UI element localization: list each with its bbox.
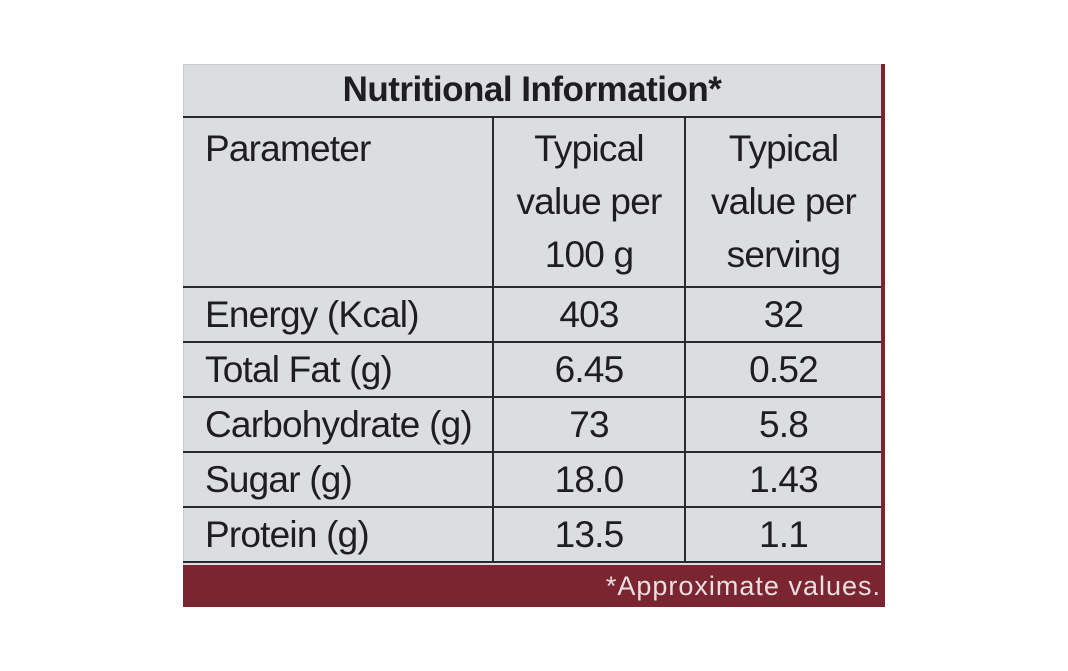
per-100g-header-line: Typical (534, 128, 644, 169)
per-100g-header: Typical value per 100 g (492, 116, 686, 288)
per-serving-cell: 32 (684, 286, 881, 343)
footer-band: *Approximate values. (183, 565, 885, 607)
parameter-cell: Total Fat (g) (183, 341, 494, 398)
table-row: Energy (Kcal) 403 32 (183, 286, 881, 343)
per-serving-header: Typical value per serving (684, 116, 881, 288)
right-edge-strip (881, 64, 885, 607)
parameter-header: Parameter (183, 116, 494, 288)
parameter-cell: Sugar (g) (183, 451, 494, 508)
per-serving-header-line: value per (710, 181, 857, 222)
table-row: Protein (g) 13.5 1.1 (183, 506, 881, 563)
table-row: Total Fat (g) 6.45 0.52 (183, 341, 881, 398)
per-100g-header-line: value per (516, 181, 662, 222)
per-serving-cell: 0.52 (684, 341, 881, 398)
nutrition-label: Nutritional Information* Parameter Typic… (183, 64, 885, 607)
label-title: Nutritional Information* (342, 70, 722, 109)
per-serving-cell: 5.8 (684, 396, 881, 453)
parameter-cell: Carbohydrate (g) (183, 396, 494, 453)
per-100g-cell: 13.5 (492, 506, 686, 563)
per-serving-header-line: Typical (728, 128, 839, 169)
table-row: Sugar (g) 18.0 1.43 (183, 451, 881, 508)
table-row: Carbohydrate (g) 73 5.8 (183, 396, 881, 453)
nutrition-table: Parameter Typical value per 100 g Typica… (183, 116, 881, 563)
parameter-cell: Protein (g) (183, 506, 494, 563)
per-100g-cell: 403 (492, 286, 686, 343)
header-row: Parameter Typical value per 100 g Typica… (183, 116, 881, 288)
per-100g-header-line: 100 g (544, 234, 634, 275)
per-100g-cell: 6.45 (492, 341, 686, 398)
per-100g-cell: 18.0 (492, 451, 686, 508)
per-100g-cell: 73 (492, 396, 686, 453)
per-serving-cell: 1.43 (684, 451, 881, 508)
approximate-values-footnote: *Approximate values. (605, 570, 881, 601)
parameter-cell: Energy (Kcal) (183, 286, 494, 343)
per-serving-cell: 1.1 (684, 506, 881, 563)
per-serving-header-line: serving (726, 234, 841, 275)
